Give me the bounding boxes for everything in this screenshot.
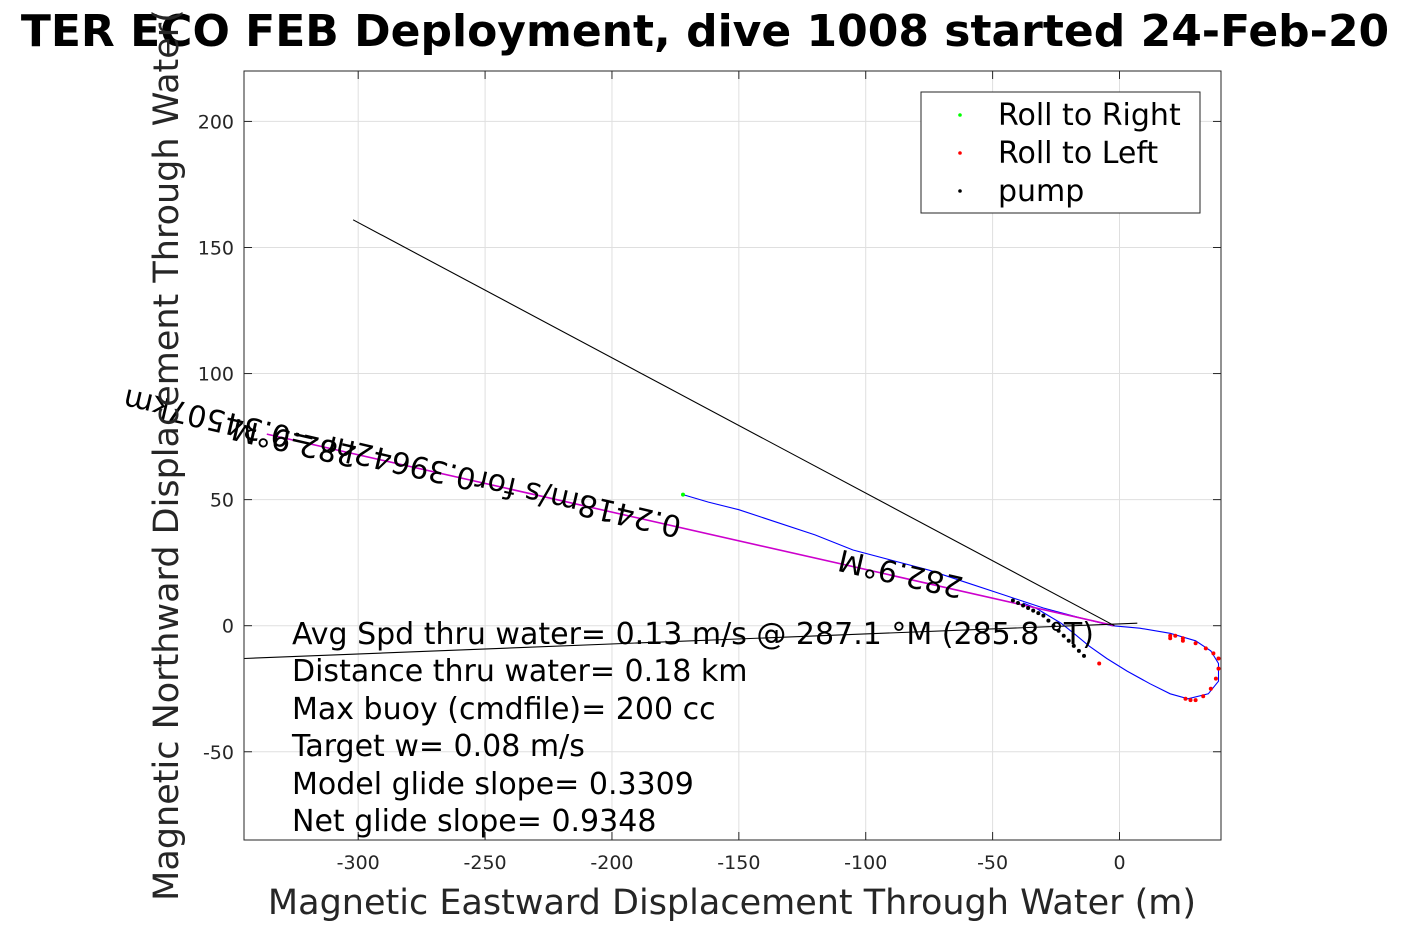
roll-left-marker xyxy=(1213,676,1218,681)
pump-marker xyxy=(1061,633,1066,638)
x-tick-label: -50 xyxy=(977,852,1008,874)
x-tick-label: -100 xyxy=(844,852,887,874)
pump-marker xyxy=(1071,643,1076,648)
pump-marker xyxy=(1046,618,1051,623)
x-tick-label: -200 xyxy=(590,852,633,874)
reference-line-series xyxy=(352,219,1115,627)
pump-marker xyxy=(1056,628,1061,633)
marker-layer xyxy=(681,492,1221,703)
roll-left-marker xyxy=(1188,698,1193,703)
y-tick-label: 50 xyxy=(210,490,234,512)
legend-label-roll-left: Roll to Left xyxy=(998,136,1158,171)
y-tick-label: -50 xyxy=(203,742,234,764)
pump-marker xyxy=(1041,613,1046,618)
roll-left-marker xyxy=(1211,651,1216,656)
plot-frame xyxy=(243,70,1222,841)
y-tick-label: 100 xyxy=(198,364,234,386)
stat-avg-speed: Avg Spd thru water= 0.13 m/s @ 287.1 °M … xyxy=(292,617,1094,652)
legend-marker-pump xyxy=(958,189,962,193)
reference-line-series xyxy=(243,622,1138,660)
roll-left-marker xyxy=(1173,633,1178,638)
roll-left-marker xyxy=(1183,696,1188,701)
fit-line-series xyxy=(266,433,1115,627)
chart-title: TER ECO FEB Deployment, dive 1008 starte… xyxy=(21,6,1389,57)
legend-label-pump: pump xyxy=(998,174,1084,209)
trajectory-series xyxy=(682,494,1220,700)
roll-left-marker xyxy=(1216,656,1221,661)
pump-marker xyxy=(1076,648,1081,653)
roll-left-marker xyxy=(1193,641,1198,646)
stat-distance: Distance thru water= 0.18 km xyxy=(292,654,747,689)
roll-right-marker xyxy=(681,492,685,497)
pump-marker xyxy=(1010,598,1015,603)
y-tick-label: 200 xyxy=(198,111,234,133)
pump-marker xyxy=(1021,603,1026,608)
stat-max-buoy: Max buoy (cmdfile)= 200 cc xyxy=(292,692,716,727)
stats-block: Avg Spd thru water= 0.13 m/s @ 287.1 °M … xyxy=(291,617,1094,839)
roll-left-marker xyxy=(1097,661,1102,666)
legend-label-roll-right: Roll to Right xyxy=(998,98,1181,133)
pump-marker xyxy=(1016,601,1020,605)
roll-left-marker xyxy=(1201,694,1206,699)
y-tick-label: 150 xyxy=(198,237,234,259)
legend-marker-roll-left xyxy=(958,151,962,155)
roll-left-marker xyxy=(1216,666,1221,671)
pump-marker xyxy=(1051,623,1056,628)
legend-box xyxy=(920,91,1201,214)
series-layer xyxy=(243,219,1220,700)
axis-ticks: -300 -250 -200 -150 -100 -50 0 200 150 100 50 0 -50 xyxy=(198,71,1221,874)
roll-left-marker xyxy=(1180,638,1185,643)
x-tick-label: -150 xyxy=(717,852,760,874)
stat-target-w: Target w= 0.08 m/s xyxy=(291,729,585,764)
stat-net-glide-slope: Net glide slope= 0.9348 xyxy=(292,804,656,839)
pump-marker xyxy=(1031,608,1036,613)
stat-model-glide-slope: Model glide slope= 0.3309 xyxy=(292,767,694,802)
y-axis-label: Magnetic Northward Displacement Through … xyxy=(147,9,187,901)
pump-marker xyxy=(1026,606,1031,610)
roll-left-marker xyxy=(1193,698,1198,703)
roll-left-marker xyxy=(1208,686,1213,691)
pump-marker xyxy=(1036,611,1041,616)
x-tick-label: -300 xyxy=(337,852,380,874)
x-tick-label: 0 xyxy=(1113,852,1125,874)
x-tick-label: -250 xyxy=(464,852,507,874)
pump-marker xyxy=(1082,653,1086,658)
roll-left-marker xyxy=(1203,646,1208,651)
x-axis-label: Magnetic Eastward Displacement Through W… xyxy=(268,883,1196,923)
y-tick-label: 0 xyxy=(222,616,234,638)
legend: Roll to Right Roll to Left pump xyxy=(920,91,1201,214)
roll-left-marker xyxy=(1168,636,1173,641)
pump-marker xyxy=(1066,638,1071,643)
legend-marker-roll-right xyxy=(958,113,962,117)
